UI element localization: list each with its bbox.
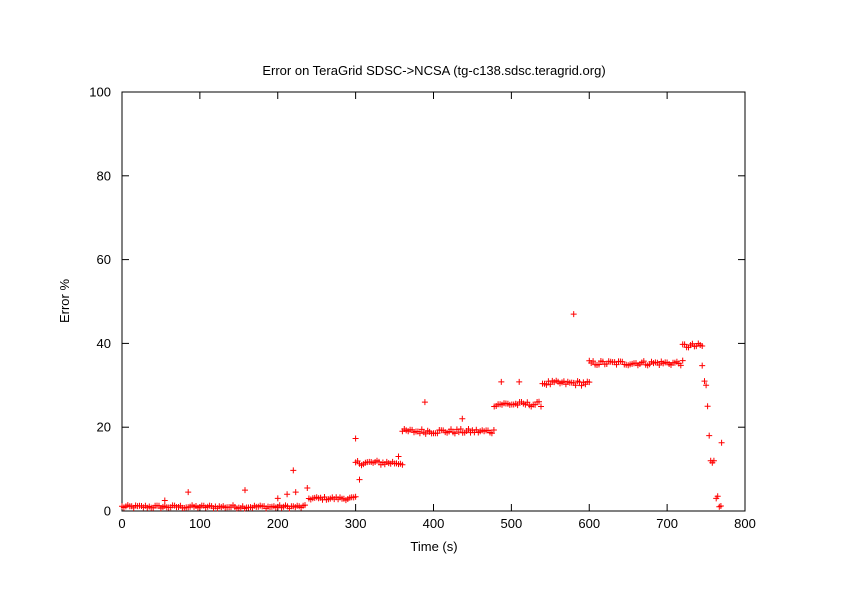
data-point <box>465 426 472 432</box>
x-tick-label: 500 <box>501 516 523 531</box>
data-point <box>455 429 462 436</box>
y-axis-label: Error % <box>57 279 72 324</box>
x-tick-label: 100 <box>189 516 211 531</box>
data-point <box>352 435 359 442</box>
data-point <box>572 382 579 389</box>
data-point <box>434 430 441 437</box>
data-point <box>274 495 281 502</box>
data-point <box>538 403 544 410</box>
data-point <box>699 343 706 349</box>
data-point <box>421 399 428 406</box>
data-point <box>416 430 423 437</box>
x-tick-label: 600 <box>578 516 600 531</box>
data-point <box>488 430 495 437</box>
y-tick-label: 0 <box>104 504 111 519</box>
data-point <box>524 399 531 406</box>
x-tick-label: 200 <box>267 516 289 531</box>
data-point <box>304 485 311 491</box>
data-point <box>302 502 308 509</box>
data-point <box>578 382 585 389</box>
y-tick-label: 100 <box>89 85 111 100</box>
y-tick-label: 80 <box>97 168 111 183</box>
data-point <box>399 461 406 468</box>
data-point <box>677 362 684 369</box>
data-points <box>119 311 725 512</box>
data-point <box>718 439 725 446</box>
data-point <box>679 357 686 364</box>
data-point <box>570 311 577 318</box>
data-point <box>284 491 291 498</box>
data-point <box>699 362 706 369</box>
data-point <box>656 362 663 368</box>
data-point <box>185 489 192 496</box>
x-tick-label: 400 <box>423 516 445 531</box>
data-point <box>292 489 299 496</box>
y-tick-label: 20 <box>97 420 111 435</box>
chart-title: Error on TeraGrid SDSC->NCSA (tg-c138.sd… <box>262 63 605 78</box>
data-point <box>422 430 429 437</box>
y-tick-labels: 0 20 40 60 80 100 <box>89 85 111 519</box>
data-point <box>498 378 505 385</box>
data-point <box>290 467 297 474</box>
data-point <box>704 403 711 410</box>
data-point <box>459 415 466 422</box>
y-tick-label: 40 <box>97 336 111 351</box>
data-point <box>457 426 464 432</box>
data-point <box>352 493 359 500</box>
data-point <box>516 378 523 385</box>
x-axis-label: Time (s) <box>410 539 457 554</box>
x-tick-labels: 0 100 200 300 400 500 600 700 800 <box>118 516 755 531</box>
x-tick-label: 700 <box>656 516 678 531</box>
data-point <box>701 378 708 385</box>
data-point <box>640 358 647 365</box>
data-point <box>161 497 168 504</box>
data-point <box>590 358 597 365</box>
data-point <box>547 381 554 388</box>
data-point <box>703 382 710 389</box>
x-tick-label: 800 <box>734 516 756 531</box>
data-point <box>714 493 721 500</box>
data-point <box>706 432 713 439</box>
data-point <box>717 503 724 509</box>
x-tick-label: 0 <box>118 516 125 531</box>
data-point <box>536 398 542 405</box>
data-point <box>543 381 550 388</box>
data-point <box>356 476 363 483</box>
x-tick-label: 300 <box>345 516 367 531</box>
plot-frame <box>121 91 746 512</box>
data-point <box>242 487 248 494</box>
data-point <box>395 453 402 460</box>
data-point <box>586 379 593 386</box>
data-point <box>596 361 602 368</box>
data-point <box>451 430 458 437</box>
axis-ticks <box>121 91 746 512</box>
data-point <box>710 457 717 464</box>
data-point <box>490 427 497 433</box>
data-point <box>514 402 521 409</box>
data-point <box>613 361 620 368</box>
y-tick-label: 60 <box>97 252 111 267</box>
